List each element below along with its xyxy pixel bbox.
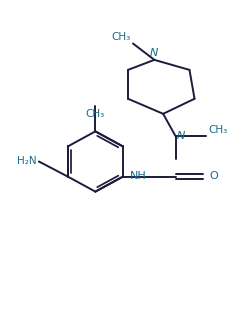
Text: N: N: [176, 131, 184, 141]
Text: CH₃: CH₃: [111, 32, 130, 42]
Text: O: O: [209, 171, 218, 181]
Text: NH: NH: [130, 171, 146, 181]
Text: CH₃: CH₃: [208, 125, 227, 135]
Text: N: N: [150, 48, 158, 58]
Text: H₂N: H₂N: [17, 156, 37, 166]
Text: CH₃: CH₃: [86, 109, 104, 119]
